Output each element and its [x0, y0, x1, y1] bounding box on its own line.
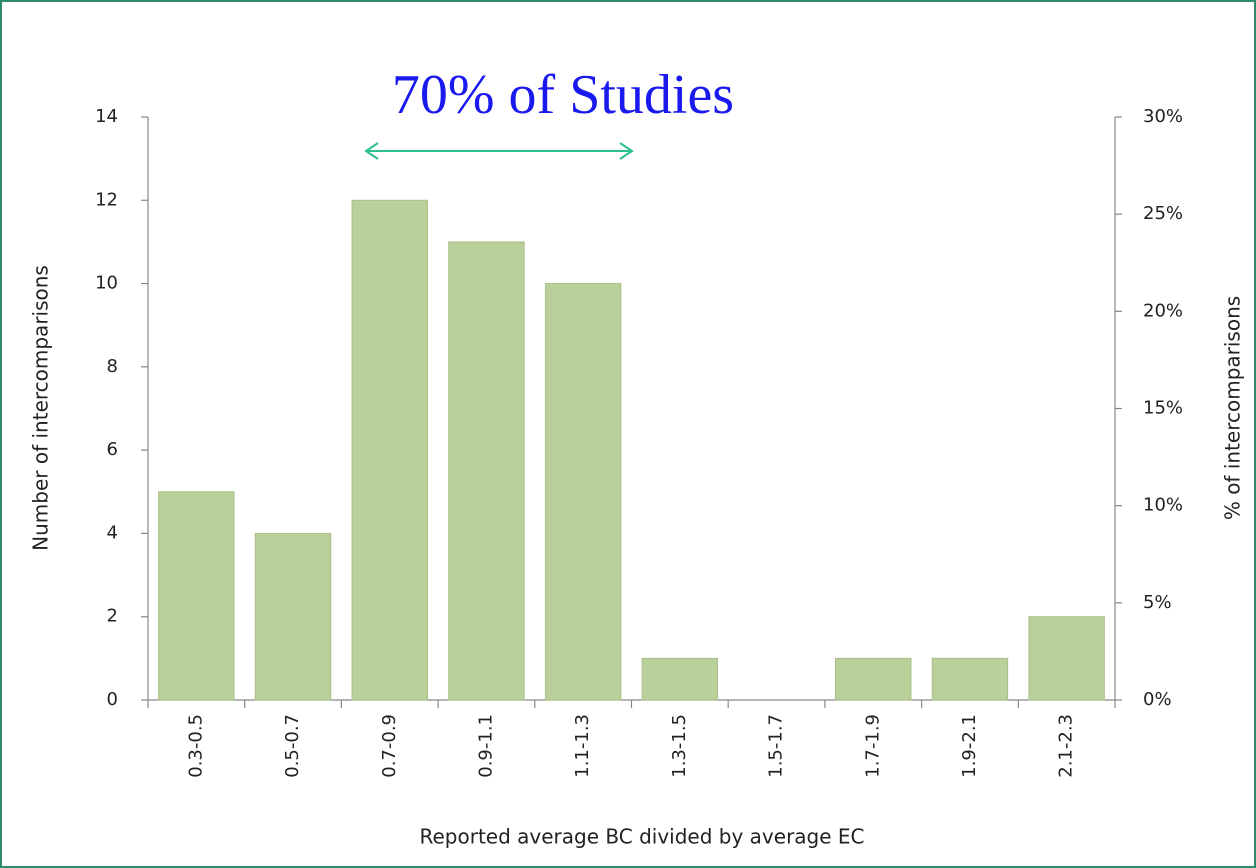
y-tick-label: 8 — [107, 356, 118, 377]
y2-tick-label: 10% — [1143, 495, 1183, 516]
x-tick-label: 2.1-2.3 — [1056, 714, 1077, 778]
bar — [931, 657, 1009, 701]
y2-tick-label: 5% — [1143, 592, 1172, 613]
y2-tick-label: 30% — [1143, 106, 1183, 127]
bar — [448, 241, 525, 701]
bar — [1028, 616, 1105, 701]
bar — [254, 532, 332, 701]
bar — [835, 657, 912, 701]
y-tick-label: 0 — [107, 689, 118, 710]
y-tick-label: 10 — [95, 273, 118, 294]
bar — [641, 657, 719, 701]
x-tick-label: 1.7-1.9 — [862, 714, 883, 778]
y2-tick-label: 0% — [1143, 689, 1172, 710]
x-tick-label: 0.5-0.7 — [282, 714, 303, 778]
y-tick-label: 14 — [95, 106, 118, 127]
range-arrow — [364, 142, 634, 160]
y2-tick-label: 20% — [1143, 300, 1183, 321]
y-tick-label: 4 — [107, 522, 118, 543]
y2-tick-label: 15% — [1143, 398, 1183, 419]
y-tick-label: 12 — [95, 189, 118, 210]
x-tick-label: 1.5-1.7 — [766, 714, 787, 778]
y-axis-title: Number of intercomparisons — [29, 265, 53, 551]
x-tick-label: 1.1-1.3 — [572, 714, 593, 778]
x-tick-label: 1.9-2.1 — [959, 714, 980, 778]
bar — [351, 199, 428, 701]
y-tick-label: 2 — [107, 606, 118, 627]
y2-axis-title: % of intercomparisons — [1221, 296, 1245, 520]
x-tick-label: 1.3-1.5 — [669, 714, 690, 778]
bar — [544, 283, 622, 701]
y-tick-label: 6 — [107, 439, 118, 460]
annotation: 70% of Studies — [392, 64, 734, 126]
bar — [158, 491, 235, 701]
x-tick-label: 0.3-0.5 — [185, 714, 206, 778]
x-tick-label: 0.7-0.9 — [379, 714, 400, 778]
x-tick-label: 0.9-1.1 — [475, 714, 496, 778]
y2-tick-label: 25% — [1143, 203, 1183, 224]
x-axis-title: Reported average BC divided by average E… — [420, 825, 865, 849]
